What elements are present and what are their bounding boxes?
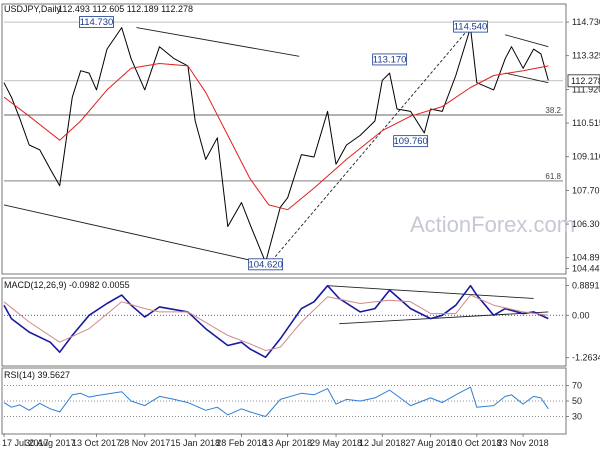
price-series-group [3, 27, 549, 263]
annotation-box-2 [453, 20, 488, 33]
price-trend-line-4 [505, 72, 549, 84]
price-y-tick-label-1: 113.325 [572, 51, 600, 61]
price-y-tick-label-4: 109.110 [572, 152, 600, 162]
macd-series-group [3, 284, 549, 359]
price-y-tick-label-2: 111.920 [572, 84, 600, 94]
watermark: ActionForex.com [410, 212, 575, 237]
price-y-tick-label-3: 110.515 [572, 118, 600, 128]
annotation-box-1 [372, 53, 408, 66]
price-y-tick-label-8: 104.445 [572, 264, 600, 274]
annotation-label-3: 109.760 [393, 136, 427, 147]
macd-y-axis: 0.8891 0.00 -1.2634 [566, 280, 600, 363]
x-tick-label-5: 28 Feb 2018 [216, 438, 267, 448]
macd-trend-line-0 [327, 285, 534, 299]
price-trend-lines [3, 26, 549, 265]
macd-trend-lines [327, 285, 549, 325]
price-y-tick-label-0: 114.730 [572, 17, 600, 27]
rsi-y-tick-label-2: 30 [572, 412, 582, 422]
x-tick-label-7: 29 May 2018 [310, 438, 362, 448]
annotation-label-1: 113.170 [373, 54, 407, 65]
price-annotations: 114.730 113.170 114.540 109.760 104.620 [79, 16, 488, 271]
x-tick-label-3: 28 Nov 2017 [119, 438, 170, 448]
rsi-y-axis: 70 50 30 [566, 381, 582, 422]
last-price-label: 112.278 [571, 76, 600, 86]
price-y-tick-label-6: 106.300 [572, 219, 600, 229]
ohlc-header: 112.493 112.605 112.189 112.278 [58, 4, 193, 14]
price-panel: USDJPY,Daily 112.493 112.605 112.189 112… [1, 3, 600, 275]
annotation-label-0: 114.730 [80, 17, 114, 28]
rsi-series-group [3, 386, 549, 417]
macd-panel-frame [1, 277, 567, 367]
x-tick-label-11: 23 Nov 2018 [498, 438, 549, 448]
annotation-label-2: 114.540 [454, 22, 488, 33]
annotation-box-0 [79, 16, 114, 28]
macd-series-line-0 [3, 284, 549, 359]
price-y-tick-label-7: 104.895 [572, 253, 600, 263]
price-trend-line-2 [268, 26, 471, 265]
x-tick-label-10: 10 Oct 2018 [452, 438, 501, 448]
price-panel-title: USDJPY,Daily [4, 4, 61, 14]
price-panel-frame [1, 3, 567, 275]
rsi-reference-lines [4, 385, 563, 417]
macd-trend-line-1 [339, 311, 549, 325]
macd-series-line-1 [3, 294, 549, 352]
x-tick-label-2: 13 Oct 2017 [72, 438, 121, 448]
x-tick-label-4: 15 Jan 2018 [170, 438, 220, 448]
last-price-box [567, 74, 600, 88]
rsi-series-line-0 [3, 386, 549, 417]
x-tick-label-9: 27 Aug 2018 [405, 438, 456, 448]
x-tick-label-6: 13 Apr 2018 [263, 438, 312, 448]
annotation-box-4 [248, 258, 284, 271]
rsi-panel: RSI(14) 39.5627 70 50 30 [1, 367, 582, 435]
macd-y-tick-label-2: -1.2634 [572, 353, 600, 363]
annotation-label-4: 104.620 [248, 259, 282, 270]
price-series-line-0 [3, 27, 549, 263]
annotation-box-3 [393, 135, 429, 148]
x-tick-label-8: 12 Jul 2018 [359, 438, 406, 448]
price-trend-line-1 [136, 27, 300, 57]
macd-y-tick-label-1: 0.00 [572, 310, 590, 320]
price-fib-label-3: 61.8 [545, 172, 561, 181]
price-trend-line-3 [505, 34, 549, 48]
rsi-y-tick-label-0: 70 [572, 381, 582, 391]
rsi-panel-title: RSI(14) 39.5627 [4, 370, 70, 380]
price-y-tick-label-5: 107.705 [572, 185, 600, 195]
macd-panel-title: MACD(12,26,9) -0.0982 0.0055 [4, 280, 130, 290]
macd-y-tick-label-0: 0.8891 [572, 280, 600, 290]
price-trend-line-0 [3, 204, 269, 265]
x-tick-label-1: 30 Aug 2017 [25, 438, 76, 448]
price-series-line-1 [3, 63, 549, 211]
price-y-axis: 114.730 113.325 111.920 110.515 109.110 107.7… [566, 17, 600, 274]
x-tick-label-0: 17 Jul 2017 [2, 438, 49, 448]
rsi-y-tick-label-1: 50 [572, 396, 582, 406]
price-fib-label-2: 38.2 [545, 106, 561, 115]
macd-panel: MACD(12,26,9) -0.0982 0.0055 0.8891 0.00 -… [1, 277, 600, 367]
